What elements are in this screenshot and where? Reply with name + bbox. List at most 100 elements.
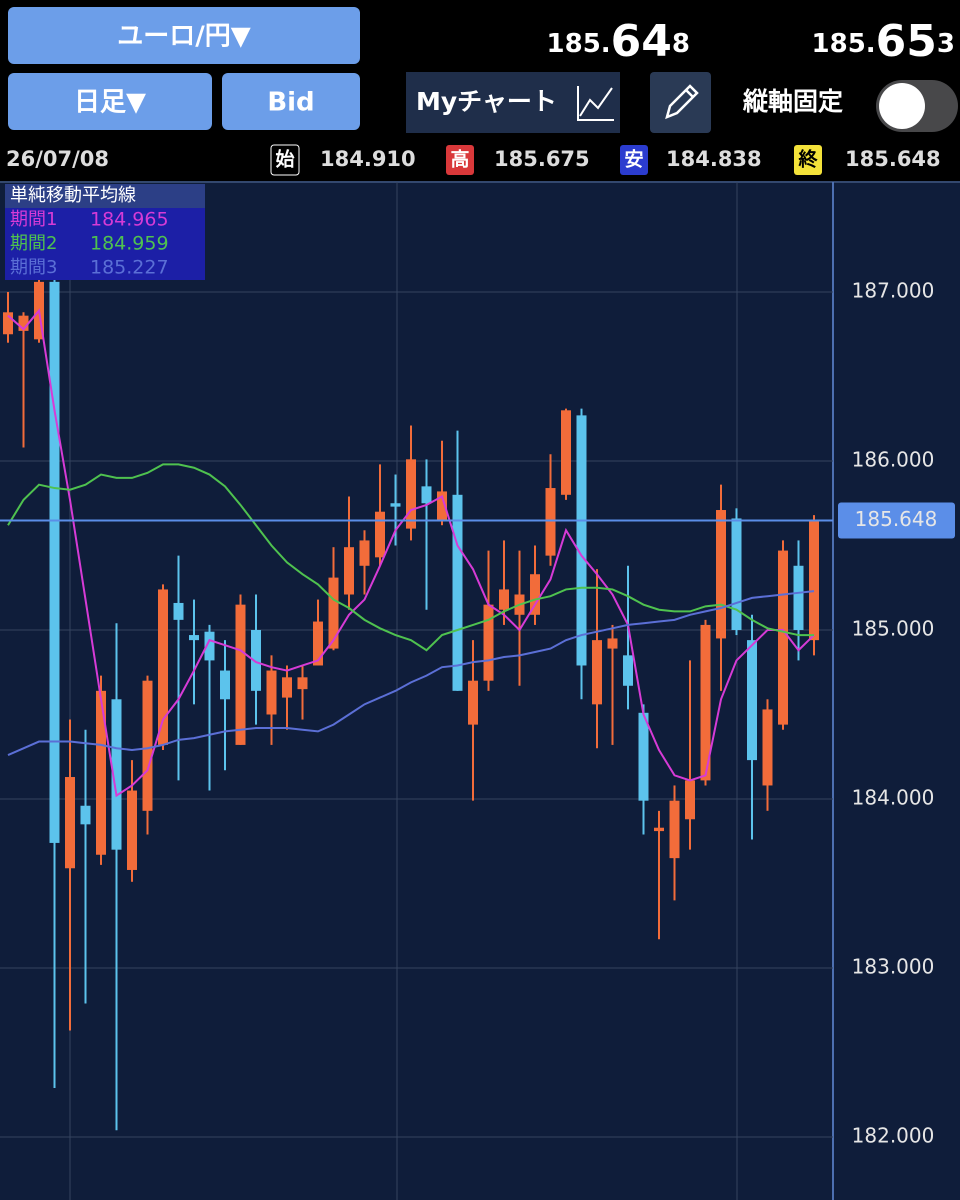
badge xyxy=(620,145,648,175)
legend-bg xyxy=(5,208,205,280)
button-bg xyxy=(8,7,360,64)
candle-body xyxy=(669,800,680,859)
legend-title-bg xyxy=(5,184,205,208)
candle-body xyxy=(96,690,106,855)
y-tick-label: 184.000 xyxy=(852,785,935,809)
candle-body xyxy=(251,629,261,691)
mychart-button[interactable]: Myチャート xyxy=(406,72,620,133)
candle-body xyxy=(390,503,401,507)
candle-body xyxy=(65,777,75,869)
y-tick-label: 185.000 xyxy=(852,616,935,640)
candle-body xyxy=(793,565,804,630)
candle-body xyxy=(623,655,633,686)
candle-body xyxy=(328,577,339,649)
ask-price: 185.653 xyxy=(812,16,955,67)
candle-body xyxy=(762,709,773,786)
ma-line xyxy=(7,590,815,756)
legend: 単純移動平均線 期間1 184.965 期間2 184.959 期間3 185.227 xyxy=(5,184,205,280)
button-label: ユーロ/円▼ xyxy=(117,22,251,52)
candle-body xyxy=(297,677,308,690)
candle-body xyxy=(700,624,711,781)
candle-body xyxy=(127,790,137,870)
candle-body xyxy=(778,550,788,725)
badge xyxy=(794,145,822,175)
candle-body xyxy=(421,486,432,504)
price-tail: 3 xyxy=(937,29,955,59)
candle-body xyxy=(344,547,354,595)
button-label: 日足▼ xyxy=(74,88,146,118)
legend-name: 期間1 xyxy=(10,209,57,230)
ohlc-value: 184.838 xyxy=(666,147,762,171)
candle-body xyxy=(731,518,742,630)
candle-body xyxy=(468,680,478,725)
candle-body xyxy=(282,677,292,698)
button-bg xyxy=(8,73,212,130)
legend-value: 184.959 xyxy=(90,233,169,255)
candle-body xyxy=(499,589,509,610)
y-tick-label: 186.000 xyxy=(852,448,935,472)
ohlc-value: 184.910 xyxy=(320,147,416,171)
badge xyxy=(446,145,474,175)
candle-body xyxy=(18,315,29,331)
pair-button[interactable]: ユーロ/円▼ xyxy=(8,7,360,64)
price-main: 65 xyxy=(876,16,937,67)
candle-body xyxy=(266,670,277,715)
candle-body xyxy=(716,510,726,639)
price-head: 185. xyxy=(812,29,876,59)
candle-body xyxy=(452,494,463,691)
y-tick-label: 182.000 xyxy=(852,1123,935,1147)
ohlc-value: 185.675 xyxy=(494,147,590,171)
candle-body xyxy=(111,699,122,850)
candle-body xyxy=(685,780,695,820)
current-price-label: 185.648 xyxy=(855,507,938,531)
badge-label: 安 xyxy=(624,149,643,171)
candle-body xyxy=(173,602,184,620)
candle-body xyxy=(80,805,91,825)
badge xyxy=(270,144,300,176)
candle-body xyxy=(313,621,323,666)
candle-body xyxy=(437,491,447,521)
y-tick-label: 183.000 xyxy=(852,954,935,978)
candle-body xyxy=(654,827,664,832)
badge-label: 高 xyxy=(450,148,469,171)
candle-body xyxy=(158,589,168,745)
candle-body xyxy=(3,312,13,335)
candle-body xyxy=(809,520,819,641)
date: 26/07/08 xyxy=(6,147,109,171)
price-main: 64 xyxy=(611,16,672,67)
legend-value: 185.227 xyxy=(90,257,169,279)
button-bg xyxy=(406,72,620,133)
candle-body xyxy=(204,631,215,661)
candle-body xyxy=(561,410,571,495)
bid-price: 185.648 xyxy=(547,16,690,67)
badge-label: 終 xyxy=(797,148,818,171)
price-tail: 8 xyxy=(672,29,690,59)
side-button[interactable]: Bid xyxy=(222,73,360,130)
candle-body xyxy=(359,540,370,566)
timeframe-button[interactable]: 日足▼ xyxy=(8,73,212,130)
y-tick-label: 187.000 xyxy=(852,279,935,303)
lock-label: 縦軸固定 xyxy=(742,87,843,116)
pencil-icon xyxy=(665,84,699,120)
current-price-tag xyxy=(838,502,955,539)
candle-body xyxy=(235,604,246,745)
draw-button[interactable] xyxy=(650,72,711,133)
candle-body xyxy=(638,712,649,801)
price-head: 185. xyxy=(547,29,611,59)
badge-label: 始 xyxy=(275,148,294,171)
legend-name: 期間3 xyxy=(10,257,57,278)
legend-title: 単純移動平均線 xyxy=(10,185,136,206)
button-label: Myチャート xyxy=(416,87,557,116)
button-label: Bid xyxy=(267,88,314,118)
candle-body xyxy=(592,640,602,705)
button-bg xyxy=(222,73,360,130)
candle-body xyxy=(747,640,757,761)
candle-body xyxy=(220,670,230,700)
button-bg xyxy=(650,72,711,133)
candle-body xyxy=(576,415,587,666)
legend-value: 184.965 xyxy=(90,209,169,231)
candle-body xyxy=(530,574,540,615)
lock-toggle[interactable] xyxy=(876,80,958,132)
plot: 182.000 183.000 184.000 185.000 186.000 187.0… xyxy=(0,275,955,1147)
